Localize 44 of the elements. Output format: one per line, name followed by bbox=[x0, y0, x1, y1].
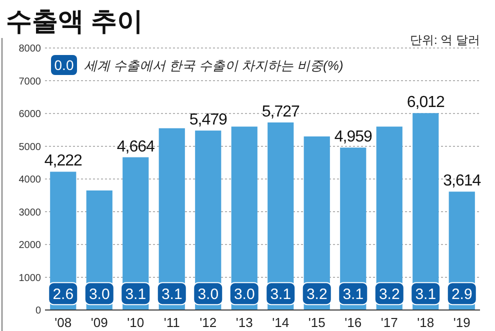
annotation: 3.2 bbox=[306, 286, 328, 304]
x-tick-label: '13 bbox=[236, 315, 253, 330]
x-tick-label: '15 bbox=[308, 315, 326, 330]
y-tick-label: 1000 bbox=[18, 272, 42, 284]
x-tick-label: '16 bbox=[344, 315, 362, 330]
y-tick-label: 8000 bbox=[18, 44, 42, 54]
x-tick-label: '11 bbox=[164, 315, 180, 330]
data-label: 5,727 bbox=[262, 103, 300, 120]
data-label: 4,222 bbox=[44, 152, 82, 170]
annotation: 3.0 bbox=[198, 286, 219, 304]
x-tick-label: '19 bbox=[453, 315, 470, 330]
annotation: 2.9 bbox=[451, 286, 472, 304]
data-label: 4,664 bbox=[116, 138, 155, 156]
x-tick-label: '17 bbox=[380, 315, 398, 330]
x-tick-label: '10 bbox=[127, 315, 144, 330]
annotation: 0.0 bbox=[54, 57, 74, 73]
x-tick-label: '08 bbox=[54, 315, 72, 330]
annotation: 3.1 bbox=[342, 286, 364, 304]
annotation: 3.1 bbox=[161, 286, 182, 304]
y-tick-label: 5000 bbox=[18, 142, 42, 153]
x-tick-label: '14 bbox=[272, 315, 290, 330]
chart-title: 수출액 추이 bbox=[6, 6, 144, 36]
annotation: 3.0 bbox=[88, 286, 110, 304]
annotation: 3.1 bbox=[125, 286, 146, 304]
annotation: 2.6 bbox=[52, 286, 74, 304]
annotation: 3.0 bbox=[234, 286, 255, 304]
data-label: 3,614 bbox=[443, 172, 482, 190]
annotation: 세계 수출에서 한국 수출이 차지하는 비중(%) bbox=[84, 58, 344, 73]
x-tick-label: '12 bbox=[200, 315, 217, 330]
y-tick-label: 6000 bbox=[18, 109, 42, 120]
data-label: 6,012 bbox=[406, 94, 445, 112]
y-tick-label: 2000 bbox=[18, 240, 42, 251]
data-label: 4,959 bbox=[334, 128, 372, 146]
annotation: 3.1 bbox=[270, 286, 292, 304]
y-tick-label: 0 bbox=[35, 306, 42, 316]
annotation: 3.2 bbox=[378, 286, 400, 304]
chart-subtitle: 단위: 억 달러 bbox=[410, 33, 480, 47]
y-tick-label: 7000 bbox=[18, 76, 42, 88]
x-tick-label: '09 bbox=[90, 315, 108, 330]
data-label: 5,479 bbox=[189, 112, 228, 129]
x-tick-label: '18 bbox=[417, 315, 434, 330]
y-tick-label: 3000 bbox=[18, 207, 42, 218]
y-tick-label: 4000 bbox=[18, 174, 42, 186]
annotation: 3.1 bbox=[415, 286, 436, 304]
